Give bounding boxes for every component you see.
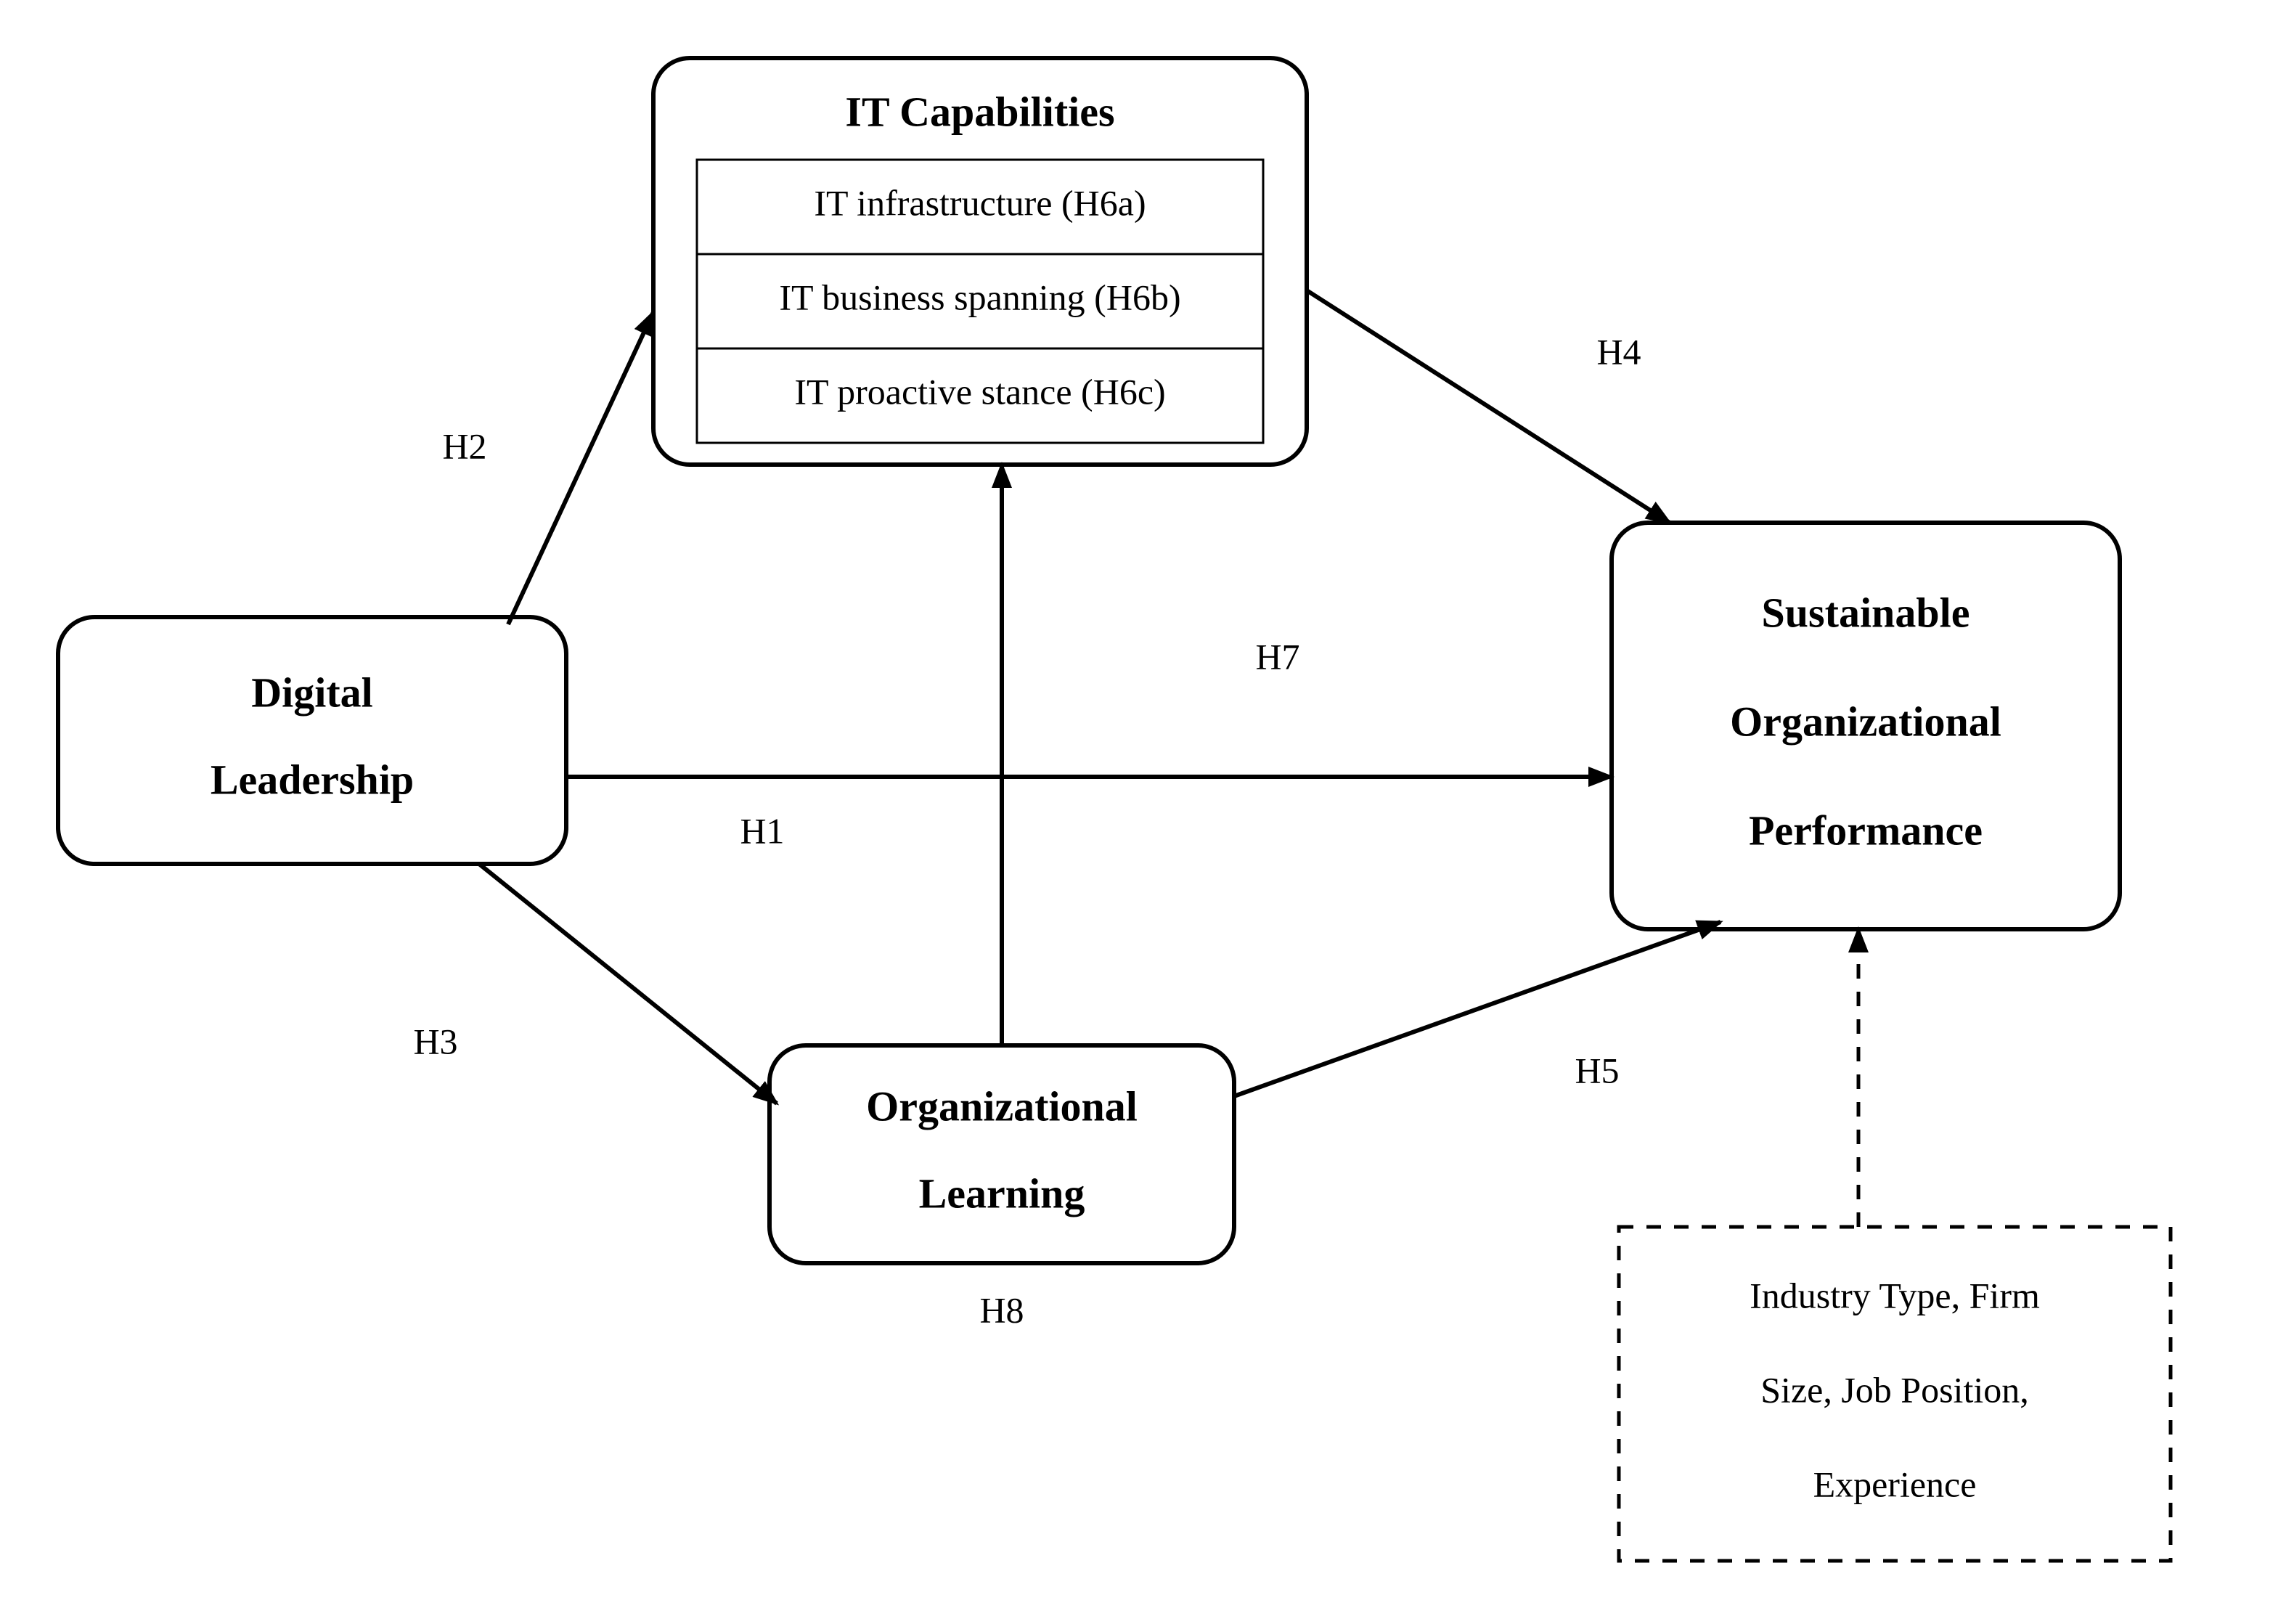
edge-label-H5: H5 (1575, 1050, 1619, 1090)
label-h8: H8 (979, 1289, 1024, 1330)
node-digital-leadership-label: Digital (251, 669, 373, 716)
it-capability-item-label: IT infrastructure (H6a) (814, 182, 1146, 223)
edge-H5 (1234, 922, 1720, 1096)
edge-label-H2: H2 (442, 425, 486, 466)
node-organizational-learning-label: Organizational (866, 1082, 1138, 1130)
edge-H4 (1307, 290, 1670, 523)
it-capability-item-label: IT business spanning (H6b) (779, 277, 1180, 317)
node-organizational-learning (770, 1045, 1234, 1263)
node-controls-label: Size, Job Position, (1760, 1369, 2028, 1410)
node-controls-label: Experience (1813, 1464, 1977, 1504)
edge-label-H3: H3 (413, 1021, 457, 1061)
node-sustainable-performance-label: Organizational (1730, 698, 2001, 745)
node-controls-label: Industry Type, Firm (1750, 1275, 2040, 1315)
node-sustainable-performance-label: Sustainable (1762, 589, 1970, 636)
it-capability-item-label: IT proactive stance (H6c) (794, 371, 1165, 412)
edge-label-H7: H7 (1255, 636, 1299, 677)
node-digital-leadership (58, 617, 566, 864)
edge-label-H4: H4 (1596, 331, 1641, 372)
node-digital-leadership-label: Leadership (211, 756, 414, 803)
edge-H3 (479, 864, 777, 1103)
edge-H2 (508, 312, 653, 624)
edge-label-H1: H1 (740, 810, 784, 851)
node-sustainable-performance-label: Performance (1749, 807, 1983, 854)
node-organizational-learning-label: Learning (919, 1170, 1085, 1217)
node-it-capabilities-title: IT Capabilities (845, 88, 1114, 135)
